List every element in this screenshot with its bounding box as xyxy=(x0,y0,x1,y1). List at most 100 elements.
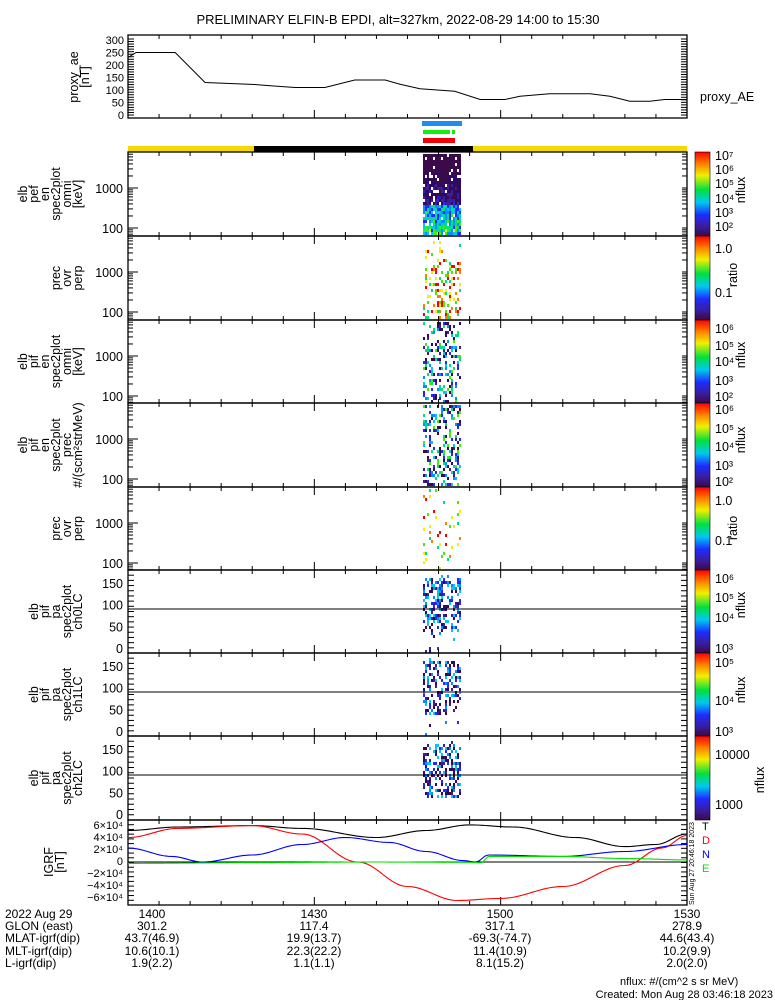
spectrogram-pixel xyxy=(441,226,443,229)
spectrogram-pixel xyxy=(429,783,431,786)
spectrogram-pixel xyxy=(445,795,447,798)
spectrogram-pixel xyxy=(457,581,459,584)
spectrogram-pixel xyxy=(449,435,451,438)
spectrogram-pixel xyxy=(451,196,453,199)
spectrogram-pixel xyxy=(423,304,425,307)
spectrogram-pixel xyxy=(451,265,453,268)
footer-row-value: -69.3(-74.7) xyxy=(469,931,532,945)
spectrogram-pixel xyxy=(441,166,443,169)
spectrogram-pixel xyxy=(453,265,455,268)
spectrogram-pixel xyxy=(425,166,427,169)
spectrogram-pixel xyxy=(423,561,425,564)
spectrogram-pixel xyxy=(437,289,439,292)
spectrogram-pixel xyxy=(439,301,441,304)
spectrogram-pixel xyxy=(455,590,457,593)
spectrogram-pixel xyxy=(429,154,431,157)
spectrogram-pixel xyxy=(437,211,439,214)
spectrogram-pixel xyxy=(445,534,447,537)
spectrogram-pixel xyxy=(447,190,449,193)
spectrogram-pixel xyxy=(447,596,449,599)
colorbar-tick-label: 10⁵ xyxy=(715,656,734,670)
spectrogram-pixel xyxy=(427,352,429,355)
spectrogram-pixel xyxy=(439,187,441,190)
spectrogram-pixel xyxy=(439,712,441,715)
spectrogram-pixel xyxy=(455,456,457,459)
spectrogram-pixel xyxy=(445,712,447,715)
spectrogram-pixel xyxy=(457,313,459,316)
spectrogram-pixel xyxy=(439,175,441,178)
spectrogram-pixel xyxy=(457,310,459,313)
spectrogram-pixel xyxy=(453,447,455,450)
spectrogram-frame xyxy=(127,151,688,237)
spectrogram-pixel xyxy=(443,617,445,620)
spectrogram-pixel xyxy=(445,154,447,157)
spectrogram-pixel xyxy=(437,709,439,712)
spectrogram-pixel xyxy=(449,432,451,435)
spectrogram-pixel xyxy=(447,400,449,403)
spectrogram-pixel xyxy=(441,629,443,632)
spectrogram-frame xyxy=(127,402,688,488)
panel-label-line: pif xyxy=(38,687,52,701)
panel-label-line: [keV] xyxy=(71,347,85,376)
spectrogram-pixel xyxy=(425,626,427,629)
spectrogram-pixel xyxy=(435,599,437,602)
spectrogram-pixel xyxy=(427,184,429,187)
spectrogram-pixel xyxy=(447,202,449,205)
spectrogram-pixel xyxy=(455,694,457,697)
spectrogram-pixel xyxy=(441,208,443,211)
spectrogram-pixel xyxy=(423,382,425,385)
spectrogram-pixel xyxy=(455,169,457,172)
spectrogram-pixel xyxy=(449,364,451,367)
spectrogram-pixel xyxy=(433,226,435,229)
spectrogram-pixel xyxy=(455,397,457,400)
spectrogram-pixel xyxy=(435,277,437,280)
spectrogram-pixel xyxy=(455,196,457,199)
spectrogram-pixel xyxy=(443,202,445,205)
spectrogram-pixel xyxy=(441,408,443,411)
spectrogram-pixel xyxy=(423,495,425,498)
spectrogram-pixel xyxy=(425,703,427,706)
spectrogram-pixel xyxy=(431,343,433,346)
spectrogram-pixel xyxy=(427,581,429,584)
spectrogram-pixel xyxy=(423,590,425,593)
spectrogram-pixel xyxy=(445,483,447,486)
spectrogram-pixel xyxy=(425,780,427,783)
spectrogram-pixel xyxy=(449,229,451,232)
spectrogram-pixel xyxy=(443,181,445,184)
spectrogram-pixel xyxy=(447,331,449,334)
spectrogram-pixel xyxy=(423,202,425,205)
spectrogram-pixel xyxy=(447,575,449,578)
spectrogram-pixel xyxy=(445,223,447,226)
spectrogram-pixel xyxy=(449,298,451,301)
spectrogram-pixel xyxy=(449,697,451,700)
spectrogram-pixel xyxy=(431,205,433,208)
spectrogram-pixel xyxy=(453,477,455,480)
spectrogram-pixel xyxy=(427,697,429,700)
spectrogram-pixel xyxy=(437,462,439,465)
spectrogram-pixel xyxy=(423,620,425,623)
spectrogram-pixel xyxy=(451,450,453,453)
spectrogram-pixel xyxy=(445,289,447,292)
spectrogram-pixel xyxy=(433,265,435,268)
spectrogram-pixel xyxy=(449,187,451,190)
spectrogram-pixel xyxy=(459,587,461,590)
spectrogram-pixel xyxy=(441,202,443,205)
spectrogram-pixel xyxy=(429,187,431,190)
spectrogram-pixel xyxy=(447,325,449,328)
spectrogram-pixel xyxy=(439,599,441,602)
spectrogram-pixel xyxy=(439,250,441,253)
spectrogram-pixel xyxy=(449,405,451,408)
y-tick-label: 100 xyxy=(102,557,123,571)
spectrogram-pixel xyxy=(455,205,457,208)
spectrogram-pixel xyxy=(425,405,427,408)
spectrogram-pixel xyxy=(435,456,437,459)
spectrogram-pixel xyxy=(443,759,445,762)
spectrogram-pixel xyxy=(459,376,461,379)
spectrogram-pixel xyxy=(453,700,455,703)
spectrogram-pixel xyxy=(441,160,443,163)
spectrogram-pixel xyxy=(427,226,429,229)
spectrogram-pixel xyxy=(439,388,441,391)
